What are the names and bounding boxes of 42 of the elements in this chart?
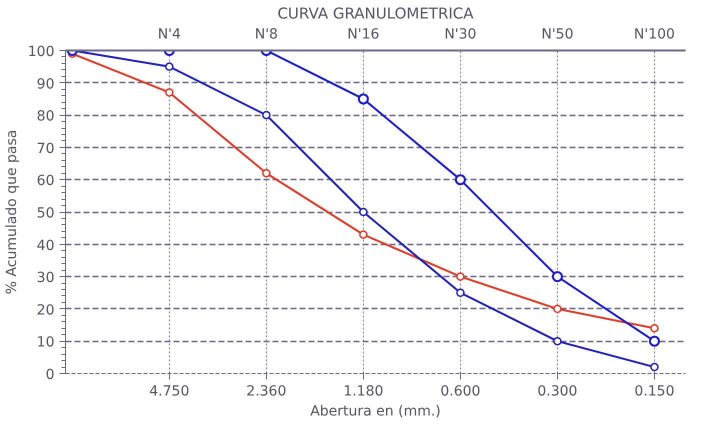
y-tick-label: 10 (36, 334, 55, 351)
point (359, 208, 368, 216)
point (553, 336, 562, 346)
point (648, 336, 660, 347)
y-tick-label: 80 (36, 108, 55, 125)
point (650, 324, 659, 333)
y-tick-label: 30 (36, 270, 55, 286)
y-tick-label: 60 (36, 173, 55, 190)
point (553, 304, 562, 314)
point (650, 362, 659, 372)
y-tick-label: 40 (36, 238, 55, 254)
point (359, 230, 368, 239)
point (262, 168, 271, 178)
y-tick-label: 0 (46, 367, 55, 383)
x-tick-label: 0.600 (440, 384, 480, 400)
point (456, 272, 465, 281)
x-tick-label: 4.750 (149, 384, 190, 400)
y-axis-title: % Acumulado que pasa (4, 130, 20, 294)
y-tick-label: 70 (36, 140, 55, 157)
text: N'30 (444, 26, 476, 42)
point (165, 88, 174, 97)
y-tick-label: 20 (36, 302, 55, 318)
point (456, 288, 465, 297)
text: N'16 (347, 26, 380, 42)
chart-title: CURVA GRANULOMETRICA (277, 4, 474, 22)
point (454, 174, 466, 186)
text: N'50 (541, 26, 574, 42)
y-tick-label: 100 (28, 44, 55, 60)
x-axis-title: Abertura en (mm.) (310, 404, 441, 420)
x-tick-label: 0.300 (537, 384, 578, 400)
y-tick-label: 90 (36, 76, 55, 92)
point (262, 110, 271, 120)
point (358, 93, 369, 104)
text: N'8 (254, 26, 278, 42)
x-tick-label: 0.150 (634, 384, 675, 400)
x-tick-label: 2.360 (246, 384, 286, 400)
text: N'100 (634, 26, 675, 42)
y-tick-label: 50 (36, 206, 55, 222)
point (165, 62, 174, 71)
x-tick-label: 1.180 (343, 384, 384, 400)
text: N'4 (158, 26, 182, 42)
point (552, 271, 563, 282)
